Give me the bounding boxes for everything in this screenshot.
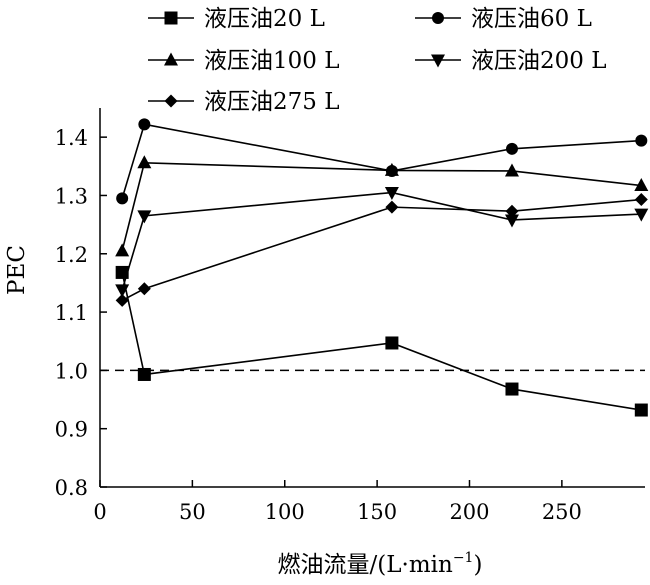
data-point-triangle-up	[634, 178, 649, 192]
series-line	[121, 272, 642, 411]
y-tick-label: 1.2	[55, 243, 88, 267]
x-axis-title-superscript: −1	[453, 550, 474, 566]
y-tick-label: 1.3	[55, 184, 88, 208]
x-axis-title-end: )	[473, 552, 482, 578]
data-point-diamond	[137, 282, 151, 296]
data-point-diamond	[385, 200, 399, 214]
x-tick-label: 0	[93, 500, 106, 524]
legend-label: 液压油20 L	[204, 6, 325, 32]
legend-label: 液压油275 L	[204, 89, 339, 115]
data-point-square	[115, 265, 129, 279]
series-1	[115, 265, 648, 417]
data-point-square	[505, 382, 519, 396]
data-point-triangle-up	[384, 162, 399, 176]
data-point-circle	[138, 118, 151, 131]
data-point-triangle-down	[504, 214, 519, 228]
legend-label: 液压油200 L	[471, 48, 606, 74]
data-point-diamond	[505, 204, 519, 218]
x-tick-label: 50	[179, 500, 206, 524]
legend-item-1: 液压油20 L	[148, 6, 325, 32]
legend-marker-triangle-down	[431, 54, 445, 68]
data-point-triangle-up	[137, 155, 152, 169]
data-point-circle	[116, 192, 129, 205]
legend-marker-diamond	[164, 94, 178, 108]
axes: 0 50 100 150 200 250 0.8 0.9 1.0 1.1 1.2 1.3 1.4	[55, 108, 645, 524]
legend: 液压油20 L 液压油60 L 液压油100 L 液压油200 L 液压油275 L	[148, 6, 606, 115]
legend-marker-square	[164, 11, 178, 25]
x-tick-label: 100	[265, 500, 305, 524]
data-point-triangle-down	[384, 187, 399, 201]
data-point-triangle-up	[115, 243, 130, 257]
legend-marker-triangle-up	[164, 52, 178, 66]
legend-marker-circle	[432, 12, 444, 24]
legend-label: 液压油60 L	[471, 6, 592, 32]
series-3	[115, 155, 649, 257]
y-tick-label: 1.4	[55, 126, 88, 150]
data-point-diamond	[634, 193, 648, 207]
legend-item-3: 液压油100 L	[148, 48, 339, 74]
x-tick-label: 150	[357, 500, 397, 524]
series-2	[116, 118, 648, 205]
series-line	[121, 123, 642, 199]
x-axis-title: 燃油流量/(L·min−1)	[278, 550, 483, 578]
series-line	[121, 198, 642, 302]
y-axis-title: PEC	[4, 245, 30, 295]
data-point-square	[385, 336, 399, 350]
legend-item-5: 液压油275 L	[148, 89, 339, 115]
data-point-diamond	[115, 293, 129, 307]
y-tick-label: 0.8	[55, 476, 88, 500]
legend-item-4: 液压油200 L	[415, 48, 606, 74]
data-point-triangle-down	[137, 210, 152, 224]
x-tick-label: 200	[449, 500, 489, 524]
x-axis-title-main: 燃油流量/(L·min	[278, 552, 453, 578]
legend-item-2: 液压油60 L	[415, 6, 592, 32]
y-tick-label: 1.1	[55, 301, 88, 325]
legend-label: 液压油100 L	[204, 48, 339, 74]
data-point-square	[137, 367, 151, 381]
data-point-circle	[505, 142, 518, 155]
series-group	[115, 118, 649, 417]
data-point-circle	[635, 134, 648, 147]
data-point-triangle-down	[115, 284, 130, 298]
series-5	[115, 193, 648, 307]
data-point-square	[634, 403, 648, 417]
y-tick-label: 1.0	[55, 359, 88, 383]
series-4	[115, 187, 649, 298]
x-tick-label: 250	[542, 500, 582, 524]
data-point-triangle-up	[504, 163, 519, 177]
y-tick-label: 0.9	[55, 418, 88, 442]
data-point-triangle-down	[634, 208, 649, 222]
